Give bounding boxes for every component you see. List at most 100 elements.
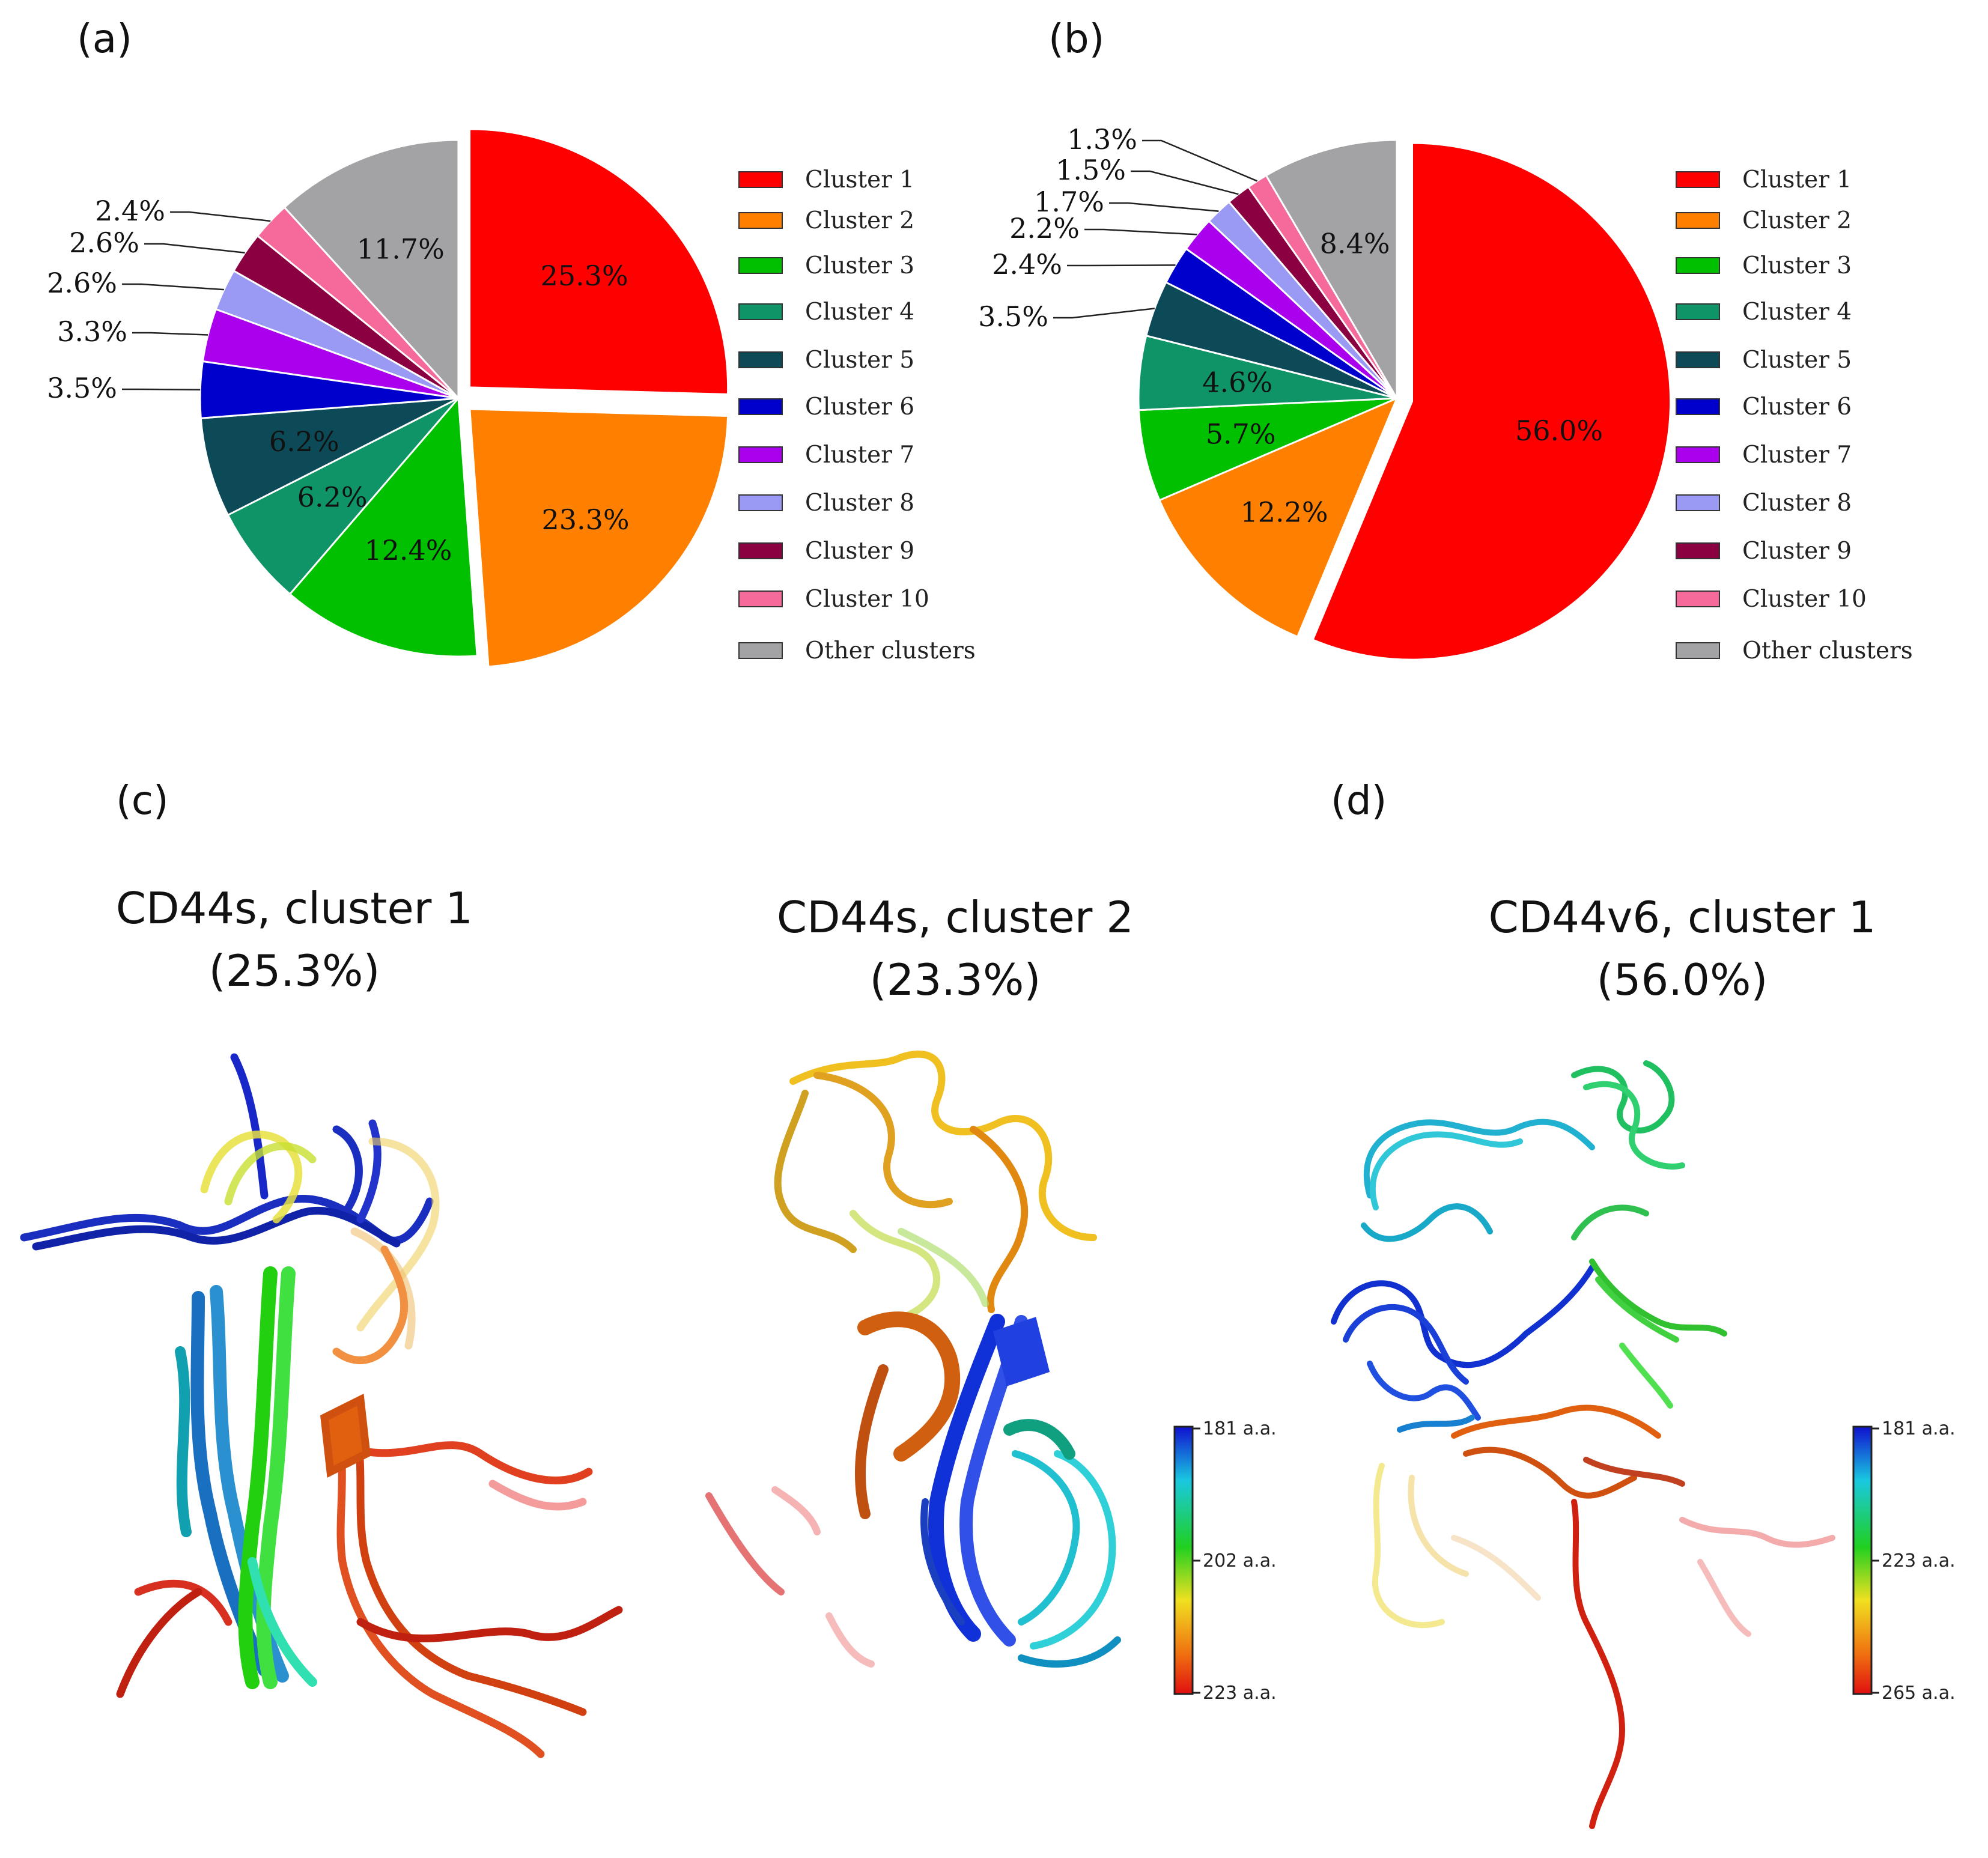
pie-percent-label: 2.6%	[47, 267, 117, 299]
structure-title-2-percent: (23.3%)	[869, 955, 1041, 1006]
protein-structure-3	[1331, 1060, 1835, 1829]
colorbar-1-mid-label: 202 a.a.	[1203, 1550, 1277, 1571]
legend-label: Cluster 5	[1742, 347, 1852, 374]
legend-swatch	[738, 303, 783, 320]
protein-structure-2	[705, 1050, 1121, 1668]
pie-percent-label: 2.2%	[1009, 212, 1080, 244]
pie-chart-b: 56.0% 12.2% 5.7% 4.6% 3.5% 2.4% 2.2%1.7%1.5%1.…	[978, 123, 1671, 661]
pie-leader-line	[1131, 170, 1239, 195]
pie-slice-b-3	[1137, 397, 1397, 502]
pie-percent-label: 12.2%	[1240, 496, 1328, 529]
legend-swatch	[1676, 303, 1720, 320]
legend-label: Cluster 3	[1742, 252, 1852, 279]
pie-leader-line	[144, 243, 245, 254]
pie-leader-line	[170, 211, 271, 222]
protein-structure-1	[20, 1053, 623, 1758]
legend-swatch	[1676, 494, 1720, 511]
legend-label: Cluster 8	[805, 490, 914, 517]
legend-swatch	[738, 542, 783, 559]
pie-percent-label: 25.3%	[541, 260, 628, 292]
legend-swatch	[1676, 446, 1720, 463]
structure-title-2-name: CD44s, cluster 2	[776, 892, 1134, 943]
legend-swatch	[738, 351, 783, 368]
pie-slice-b-1	[1312, 142, 1671, 661]
pie-slice-a-4	[226, 397, 460, 596]
legend-swatch	[738, 446, 783, 463]
pie-slice-a-3	[288, 396, 478, 658]
legend-swatch	[738, 590, 783, 607]
legend-label: Cluster 10	[1742, 586, 1867, 613]
panel-label-b: (b)	[1048, 16, 1105, 62]
legend-label: Cluster 1	[805, 166, 914, 193]
legend-label: Cluster 4	[1742, 299, 1852, 326]
pie-leader-line	[1067, 264, 1176, 267]
pie-leader-line	[122, 388, 201, 390]
legend-swatch	[1676, 257, 1720, 274]
pie-leader-line	[1084, 228, 1197, 235]
legend-label: Cluster 10	[805, 586, 929, 613]
colorbar-2-bottom-label: 265 a.a.	[1882, 1683, 1956, 1704]
legend-label: Cluster 6	[1742, 393, 1852, 420]
colorbar-1-top-label: 181 a.a.	[1203, 1418, 1277, 1439]
pie-percent-label: 3.5%	[978, 300, 1048, 333]
pie-percent-label: 3.3%	[57, 315, 127, 348]
pie-percent-label: 56.0%	[1515, 414, 1603, 447]
legend-label: Cluster 1	[1742, 166, 1852, 193]
legend-label: Cluster 4	[805, 299, 914, 326]
legend-swatch	[738, 398, 783, 415]
structure-title-2: CD44s, cluster 2 (23.3%)	[745, 886, 1166, 1012]
colorbar-1-bottom-label: 223 a.a.	[1203, 1683, 1277, 1704]
legend-label: Cluster 5	[805, 347, 914, 374]
legend-swatch	[738, 642, 783, 659]
pie-percent-label: 12.4%	[364, 534, 452, 566]
legend-label: Cluster 7	[1742, 442, 1852, 469]
pie-slice-a-1	[469, 128, 729, 395]
legend-swatch	[738, 171, 783, 188]
structure-title-1-name: CD44s, cluster 1	[115, 883, 473, 934]
legend-swatch	[1676, 398, 1720, 415]
legend-swatch	[1676, 542, 1720, 559]
structure-title-1-percent: (25.3%)	[208, 946, 380, 997]
pie-percent-label: 1.7%	[1034, 186, 1104, 218]
colorbar-2: 181 a.a. 223 a.a. 265 a.a.	[1852, 1418, 1956, 1704]
colorbar-1: 181 a.a. 202 a.a. 223 a.a.	[1173, 1418, 1277, 1704]
structure-title-3-percent: (56.0%)	[1596, 955, 1768, 1006]
pie-percent-label: 5.7%	[1206, 418, 1276, 451]
pie-slice-b-2	[1158, 396, 1399, 638]
legend-swatch	[1676, 590, 1720, 607]
pie-leader-line	[1053, 308, 1155, 319]
legend-label: Other clusters	[1742, 637, 1913, 664]
structure-title-3: CD44v6, cluster 1 (56.0%)	[1466, 886, 1898, 1012]
pie-percent-label: 11.7%	[357, 232, 445, 265]
pie-slice-a-11	[283, 139, 460, 401]
legend-label: Cluster 6	[805, 393, 914, 420]
pie-leader-line	[1109, 202, 1219, 212]
pie-leader-line	[132, 332, 208, 336]
pie-percent-label: 1.3%	[1067, 123, 1137, 156]
pie-percent-label: 2.4%	[992, 248, 1062, 281]
legend-label: Cluster 2	[805, 207, 914, 234]
pie-percent-label: 6.2%	[269, 425, 339, 458]
legend-label: Cluster 9	[1742, 538, 1852, 565]
legend-label: Other clusters	[805, 637, 976, 664]
legend-swatch	[738, 257, 783, 274]
pie-percent-label: 8.4%	[1320, 228, 1390, 260]
legend-label: Cluster 7	[805, 442, 914, 469]
pie-percent-label: 2.4%	[95, 195, 165, 227]
structure-title-3-name: CD44v6, cluster 1	[1488, 892, 1876, 943]
pie-percent-label: 23.3%	[542, 503, 630, 536]
legend-swatch	[738, 212, 783, 229]
legend-b: Cluster 1 Cluster 2 Cluster 3 Cluster 4 Clus…	[1676, 166, 1913, 664]
pie-leader-line	[1142, 139, 1257, 182]
legend-swatch	[1676, 351, 1720, 368]
legend-label: Cluster 2	[1742, 207, 1852, 234]
legend-swatch	[1676, 642, 1720, 659]
colorbar-2-mid-label: 223 a.a.	[1882, 1550, 1956, 1571]
legend-label: Cluster 9	[805, 538, 914, 565]
panel-label-a: (a)	[77, 16, 132, 62]
legend-a: Cluster 1 Cluster 2 Cluster 3 Cluster 4 Clus…	[738, 166, 976, 664]
pie-slice-a-5	[199, 397, 459, 517]
pie-chart-a: 25.3%23.3%12.4%6.2%6.2%3.5%3.3%2.6%2.6%2…	[47, 128, 729, 668]
legend-label: Cluster 8	[1742, 490, 1852, 517]
